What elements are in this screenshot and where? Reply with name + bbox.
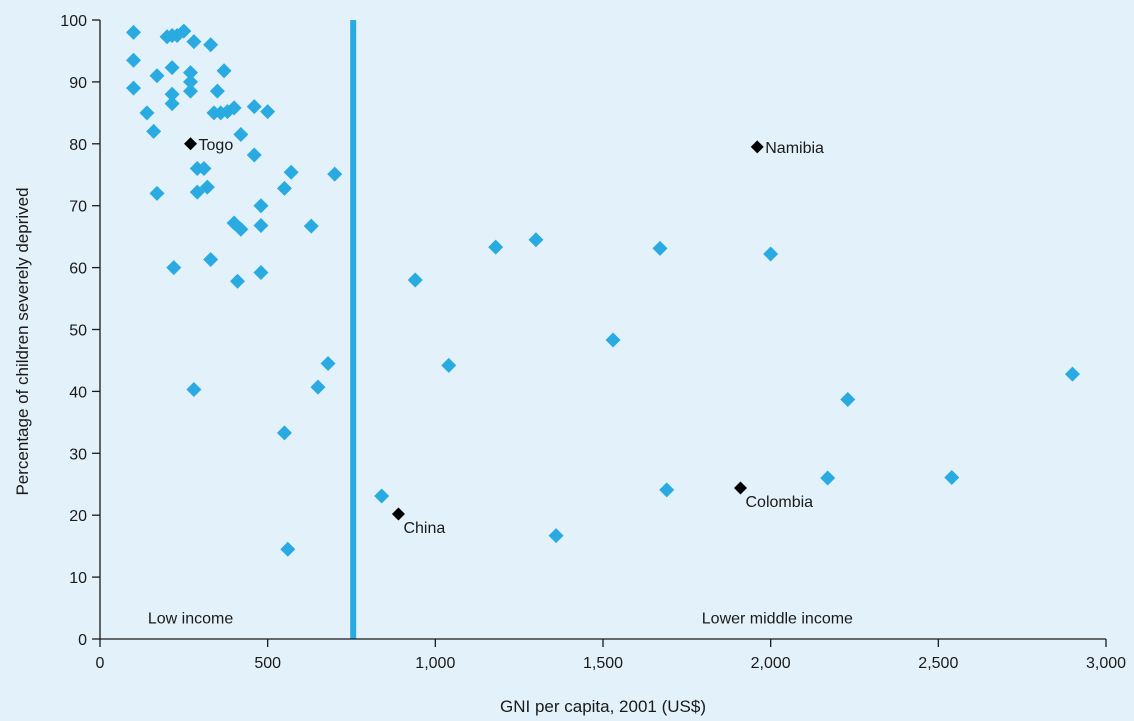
data-point bbox=[253, 218, 269, 234]
data-point bbox=[226, 100, 242, 116]
data-point bbox=[548, 528, 564, 544]
data-point bbox=[176, 23, 192, 39]
data-point bbox=[246, 147, 262, 163]
x-tick-label: 2,000 bbox=[751, 655, 791, 672]
data-point bbox=[233, 221, 249, 237]
data-point bbox=[320, 356, 336, 372]
data-point bbox=[149, 68, 165, 84]
data-point bbox=[199, 179, 215, 195]
data-point bbox=[260, 104, 276, 120]
data-points bbox=[126, 23, 1080, 557]
y-tick-label: 80 bbox=[69, 137, 87, 154]
data-point bbox=[229, 273, 245, 289]
y-tick-label: 90 bbox=[69, 75, 87, 92]
data-point bbox=[203, 252, 219, 268]
annotations: Togo Namibia China Colombia Low income Lower … bbox=[148, 137, 853, 628]
data-point bbox=[944, 469, 960, 485]
data-point bbox=[164, 86, 180, 102]
data-point bbox=[303, 218, 319, 234]
x-axis-title: GNI per capita, 2001 (US$) bbox=[500, 697, 706, 716]
data-point bbox=[763, 246, 779, 262]
data-point bbox=[441, 357, 457, 373]
data-point bbox=[186, 34, 202, 50]
y-tick-label: 70 bbox=[69, 199, 87, 216]
x-tick-label: 1,500 bbox=[583, 655, 623, 672]
point-label: Colombia bbox=[745, 494, 813, 511]
data-point bbox=[126, 24, 142, 40]
y-tick-label: 50 bbox=[69, 323, 87, 340]
highlighted-data-point bbox=[733, 481, 747, 495]
data-point bbox=[659, 482, 675, 498]
data-point bbox=[276, 180, 292, 196]
data-point bbox=[164, 96, 180, 112]
data-point bbox=[605, 332, 621, 348]
x-tick-label: 1,000 bbox=[415, 655, 455, 672]
highlighted-data-point bbox=[391, 507, 405, 521]
x-tick-label: 2,500 bbox=[918, 655, 958, 672]
data-point bbox=[196, 161, 212, 177]
data-point bbox=[1064, 366, 1080, 382]
data-point bbox=[280, 541, 296, 557]
data-point bbox=[233, 127, 249, 143]
y-tick-label: 30 bbox=[69, 446, 87, 463]
data-point bbox=[216, 63, 232, 79]
y-tick-label: 40 bbox=[69, 384, 87, 401]
data-point bbox=[310, 379, 326, 395]
data-point bbox=[253, 198, 269, 214]
point-label: Togo bbox=[199, 137, 234, 154]
data-point bbox=[652, 240, 668, 256]
x-tick-label: 3,000 bbox=[1086, 655, 1126, 672]
point-label: China bbox=[403, 520, 445, 537]
highlighted-data-point bbox=[750, 140, 764, 154]
data-point bbox=[183, 83, 199, 99]
region-label: Lower middle income bbox=[702, 611, 853, 628]
x-tick-label: 0 bbox=[96, 655, 105, 672]
data-point bbox=[186, 382, 202, 398]
data-point bbox=[407, 272, 423, 288]
data-point bbox=[149, 185, 165, 201]
data-point bbox=[139, 105, 155, 121]
y-tick-label: 100 bbox=[60, 13, 87, 30]
data-point bbox=[126, 80, 142, 96]
data-point bbox=[209, 83, 225, 99]
data-point bbox=[203, 37, 219, 53]
highlighted-data-point bbox=[184, 137, 198, 151]
data-point bbox=[183, 74, 199, 90]
data-point bbox=[253, 265, 269, 281]
data-point bbox=[820, 470, 836, 486]
y-tick-label: 60 bbox=[69, 261, 87, 278]
data-point bbox=[126, 52, 142, 68]
y-ticks: 0 10 20 30 40 50 60 70 80 90 100 bbox=[60, 13, 100, 649]
data-point bbox=[183, 65, 199, 81]
data-point bbox=[189, 184, 205, 200]
data-point bbox=[327, 166, 343, 182]
x-ticks: 0 500 1,000 1,500 2,000 2,500 3,000 bbox=[96, 639, 1126, 672]
data-point bbox=[146, 123, 162, 139]
point-label: Namibia bbox=[765, 140, 824, 157]
axes bbox=[99, 20, 1106, 640]
y-tick-label: 20 bbox=[69, 508, 87, 525]
data-point bbox=[528, 232, 544, 248]
y-axis-title: Percentage of children severely deprived bbox=[13, 187, 32, 495]
data-point bbox=[166, 260, 182, 276]
y-tick-label: 10 bbox=[69, 570, 87, 587]
data-point bbox=[488, 239, 504, 255]
data-point bbox=[374, 488, 390, 504]
data-point bbox=[246, 99, 262, 115]
region-label: Low income bbox=[148, 611, 233, 628]
data-point bbox=[164, 60, 180, 76]
data-point bbox=[840, 391, 856, 407]
y-tick-label: 0 bbox=[78, 632, 87, 649]
data-point bbox=[283, 164, 299, 180]
data-point bbox=[276, 425, 292, 441]
x-tick-label: 500 bbox=[254, 655, 281, 672]
